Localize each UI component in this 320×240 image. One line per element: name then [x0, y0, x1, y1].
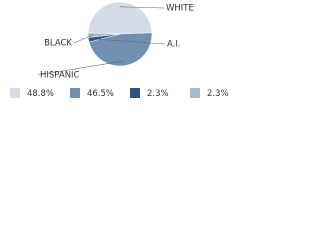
slice-label: HISPANIC	[40, 71, 80, 81]
legend-label: 2.3%	[207, 89, 229, 99]
pie-slice	[88, 32, 153, 67]
legend-swatch	[70, 88, 80, 98]
legend-label: 46.5%	[87, 89, 114, 99]
slice-label: BLACK	[44, 39, 72, 49]
pie-slice	[87, 32, 121, 38]
leader-line	[37, 60, 125, 76]
legend-label: 2.3%	[147, 89, 169, 99]
legend-label: 48.8%	[27, 89, 54, 99]
slice-label: A.I.	[167, 40, 181, 50]
pie-slice	[87, 1, 153, 35]
chart: WHITE HISPANIC A.I. BLACK 48.8% 46.5% 2.3% 2.3%	[10, 1, 229, 99]
legend-swatch	[10, 88, 20, 98]
slice-label: WHITE	[166, 4, 194, 14]
legend-swatch	[190, 88, 200, 98]
leader-line	[73, 34, 93, 44]
legend-swatch	[130, 88, 140, 98]
leader-line	[119, 6, 165, 9]
leader-line	[93, 38, 166, 45]
